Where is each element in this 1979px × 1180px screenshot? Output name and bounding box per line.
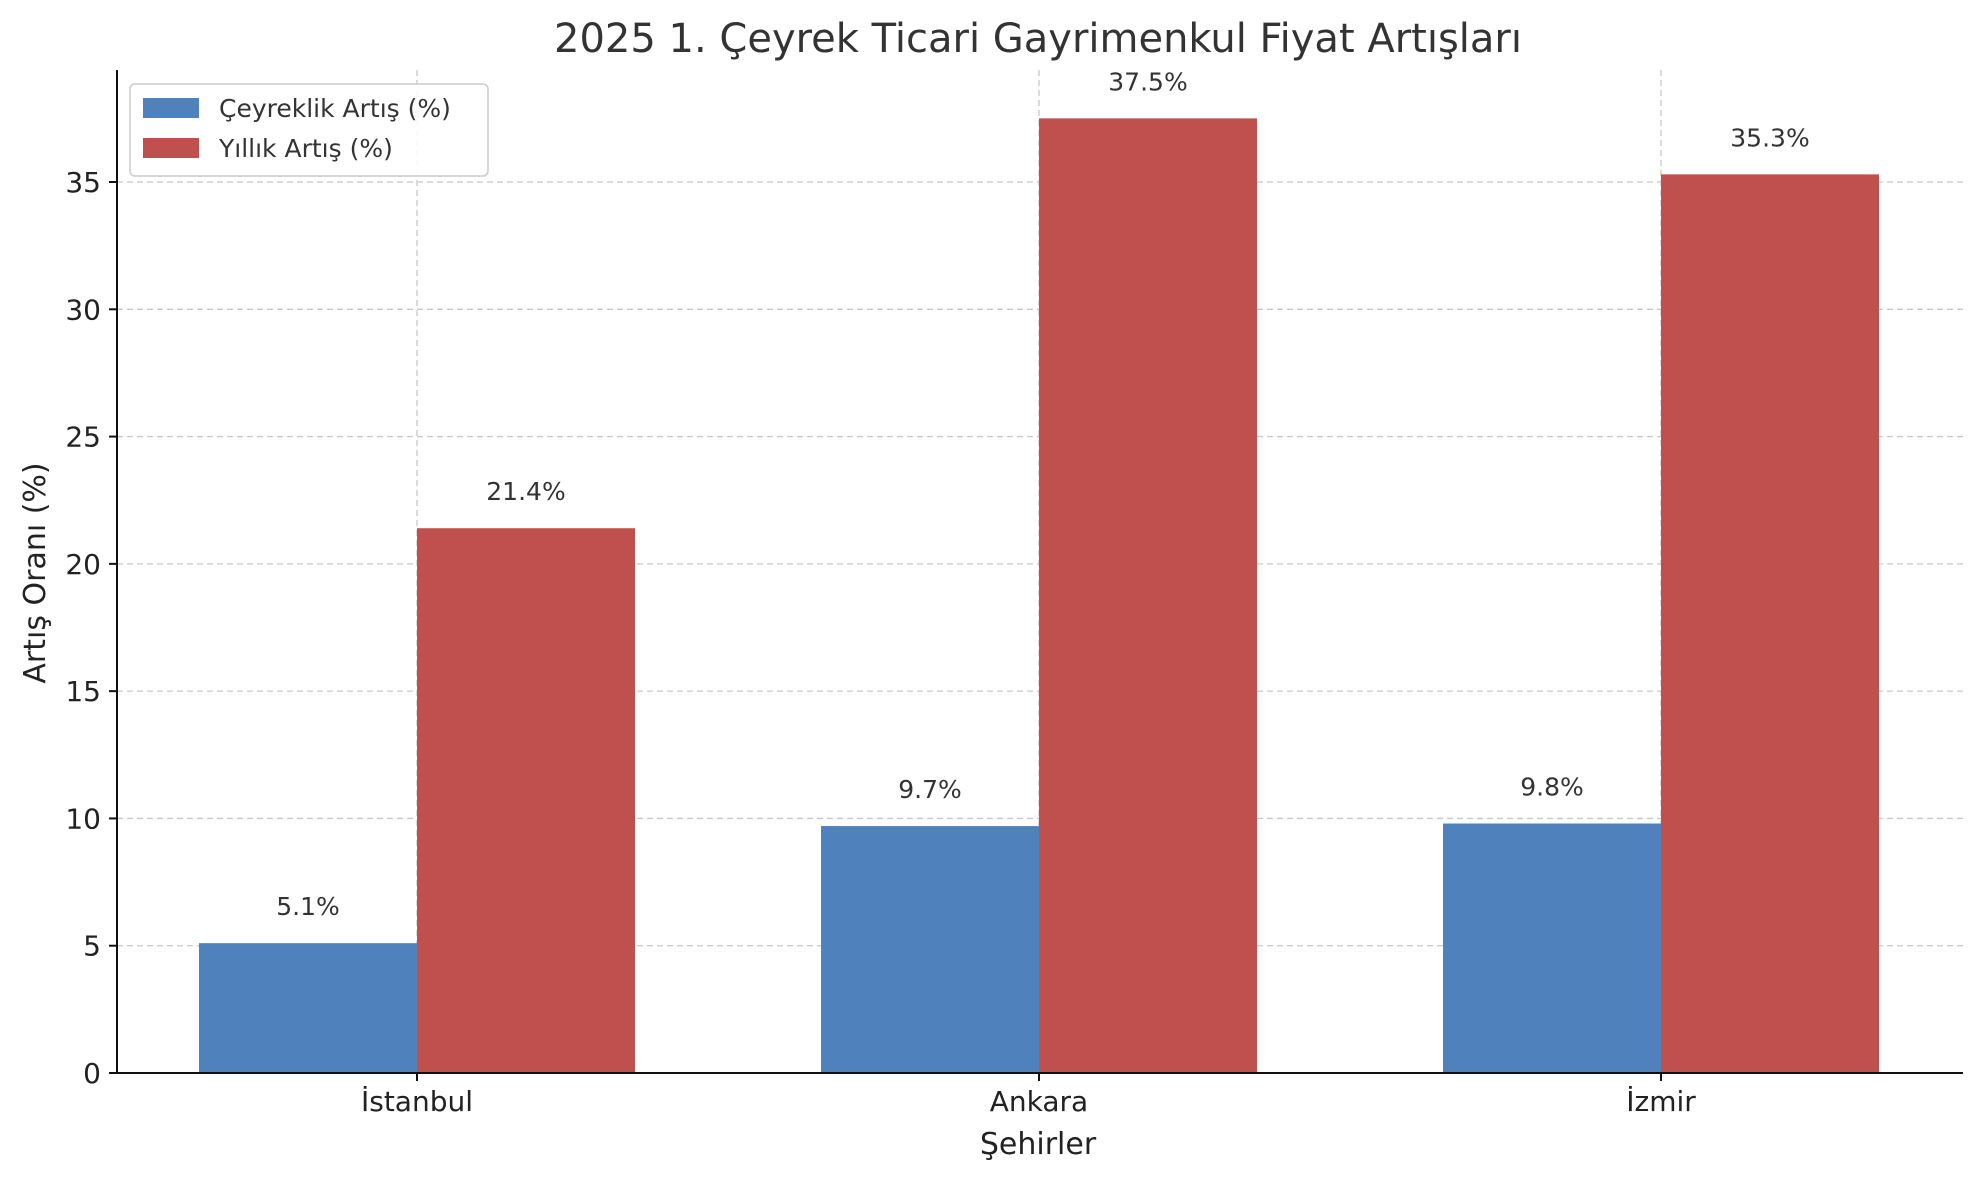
y-tick-label-1: 5 <box>83 930 101 963</box>
legend-swatch-0 <box>143 98 199 118</box>
bar-1-1 <box>1039 118 1257 1073</box>
bar-0-2 <box>1443 823 1661 1073</box>
data-label-1-2: 35.3% <box>1730 123 1809 152</box>
y-tick-label-0: 0 <box>83 1057 101 1090</box>
bars <box>199 118 1879 1073</box>
chart-title: 2025 1. Çeyrek Ticari Gayrimenkul Fiyat … <box>554 16 1522 62</box>
y-tick-label-4: 20 <box>65 548 101 581</box>
x-tick-label-0: İstanbul <box>361 1085 473 1118</box>
x-axis-label: Şehirler <box>980 1127 1097 1162</box>
legend-swatch-1 <box>143 138 199 158</box>
data-label-1-0: 21.4% <box>486 477 565 506</box>
y-tick-label-5: 25 <box>65 421 101 454</box>
x-tick-label-2: İzmir <box>1626 1085 1696 1118</box>
tick-labels: 0 5 10 15 20 25 30 35 İstanbul Ankara İzmir <box>65 166 1696 1118</box>
data-label-1-1: 37.5% <box>1108 67 1187 96</box>
legend: Çeyreklik Artış (%) Yıllık Artış (%) <box>129 83 489 177</box>
y-tick-label-7: 35 <box>65 166 101 199</box>
y-tick-label-3: 15 <box>65 675 101 708</box>
x-tick-label-1: Ankara <box>990 1085 1088 1118</box>
legend-label-0: Çeyreklik Artış (%) <box>219 94 451 123</box>
data-label-0-0: 5.1% <box>276 892 340 921</box>
bar-1-0 <box>417 528 635 1073</box>
bar-0-0 <box>199 943 417 1073</box>
y-tick-label-2: 10 <box>65 802 101 835</box>
legend-label-1: Yıllık Artış (%) <box>218 134 393 163</box>
data-labels: 5.1% 9.7% 9.8% 21.4% 37.5% 35.3% <box>276 67 1809 921</box>
data-label-0-2: 9.8% <box>1520 773 1584 802</box>
y-axis-label: Artış Oranı (%) <box>18 462 53 683</box>
legend-box <box>129 83 489 177</box>
bar-1-2 <box>1661 174 1879 1073</box>
bar-0-1 <box>821 826 1039 1073</box>
y-tick-label-6: 30 <box>65 293 101 326</box>
data-label-0-1: 9.7% <box>898 775 962 804</box>
